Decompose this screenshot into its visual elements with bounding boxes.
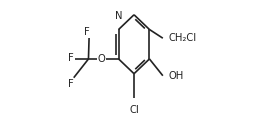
Text: CH₂Cl: CH₂Cl — [168, 33, 196, 42]
Text: O: O — [97, 54, 105, 64]
Text: F: F — [68, 79, 74, 89]
Text: Cl: Cl — [129, 105, 139, 115]
Text: OH: OH — [168, 71, 184, 81]
Text: F: F — [68, 53, 74, 63]
Text: F: F — [83, 27, 89, 37]
Text: N: N — [115, 11, 122, 21]
